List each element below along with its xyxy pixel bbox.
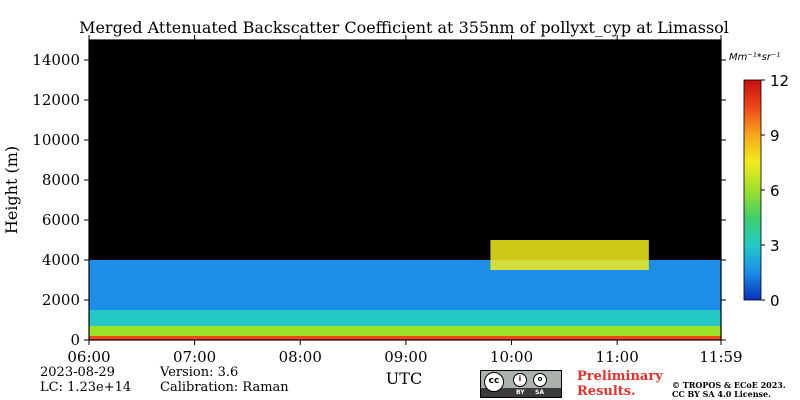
cc-sa-label: SA (535, 389, 544, 396)
y-tick-label: 14000 (32, 51, 80, 69)
footer-lc: LC: 1.23e+14 (40, 380, 132, 395)
footer-version: Version: 3.6 (160, 365, 239, 380)
chart-title: Merged Attenuated Backscatter Coefficien… (79, 18, 729, 37)
colorbar (743, 79, 762, 301)
y-tick-label: 0 (70, 331, 80, 349)
cc-icon: cc (484, 372, 504, 392)
plot-frame (88, 39, 722, 341)
cloud-layer (490, 240, 649, 270)
x-tick-label: 06:00 (67, 348, 110, 366)
x-tick-label: 07:00 (173, 348, 216, 366)
attribution-icon: i (513, 373, 527, 387)
y-tick-label: 4000 (42, 251, 80, 269)
footer-calibration: Calibration: Raman (160, 380, 289, 395)
preliminary-line-2: Results. (577, 384, 636, 399)
y-axis-label: Height (m) (2, 146, 21, 234)
copyright-line-2: CC BY SA 4.0 License. (672, 389, 771, 399)
y-tick-label: 10000 (32, 131, 80, 149)
backscatter-layer-2 (89, 310, 721, 326)
x-tick-label: 08:00 (279, 348, 322, 366)
colorbar-tick-label: 0 (770, 292, 780, 310)
y-tick-label: 12000 (32, 91, 80, 109)
y-tick-label: 2000 (42, 291, 80, 309)
share-alike-icon: o (533, 373, 547, 387)
colorbar-tick-label: 9 (770, 127, 780, 145)
colorbar-tick-label: 6 (770, 182, 780, 200)
x-tick-label: 11:59 (699, 348, 742, 366)
colorbar-tick-label: 12 (770, 72, 789, 90)
cc-license-badge: cc i o BY SA (480, 370, 562, 398)
y-tick-label: 8000 (42, 171, 80, 189)
cc-by-label: BY (516, 389, 525, 396)
copyright-line-1: © TROPOS & ECoE 2023. (672, 380, 786, 390)
colorbar-tick-label: 3 (770, 237, 780, 255)
colorbar-unit: Mm⁻¹*sr⁻¹ (729, 52, 780, 63)
backscatter-layer-1 (89, 326, 721, 336)
backscatter-layer-0 (89, 336, 721, 340)
x-tick-label: 09:00 (384, 348, 427, 366)
x-axis-label: UTC (386, 369, 422, 388)
x-tick-label: 10:00 (490, 348, 533, 366)
y-tick-label: 6000 (42, 211, 80, 229)
footer-date: 2023-08-29 (40, 365, 115, 380)
x-tick-label: 11:00 (596, 348, 639, 366)
preliminary-line-1: Preliminary (577, 369, 663, 384)
